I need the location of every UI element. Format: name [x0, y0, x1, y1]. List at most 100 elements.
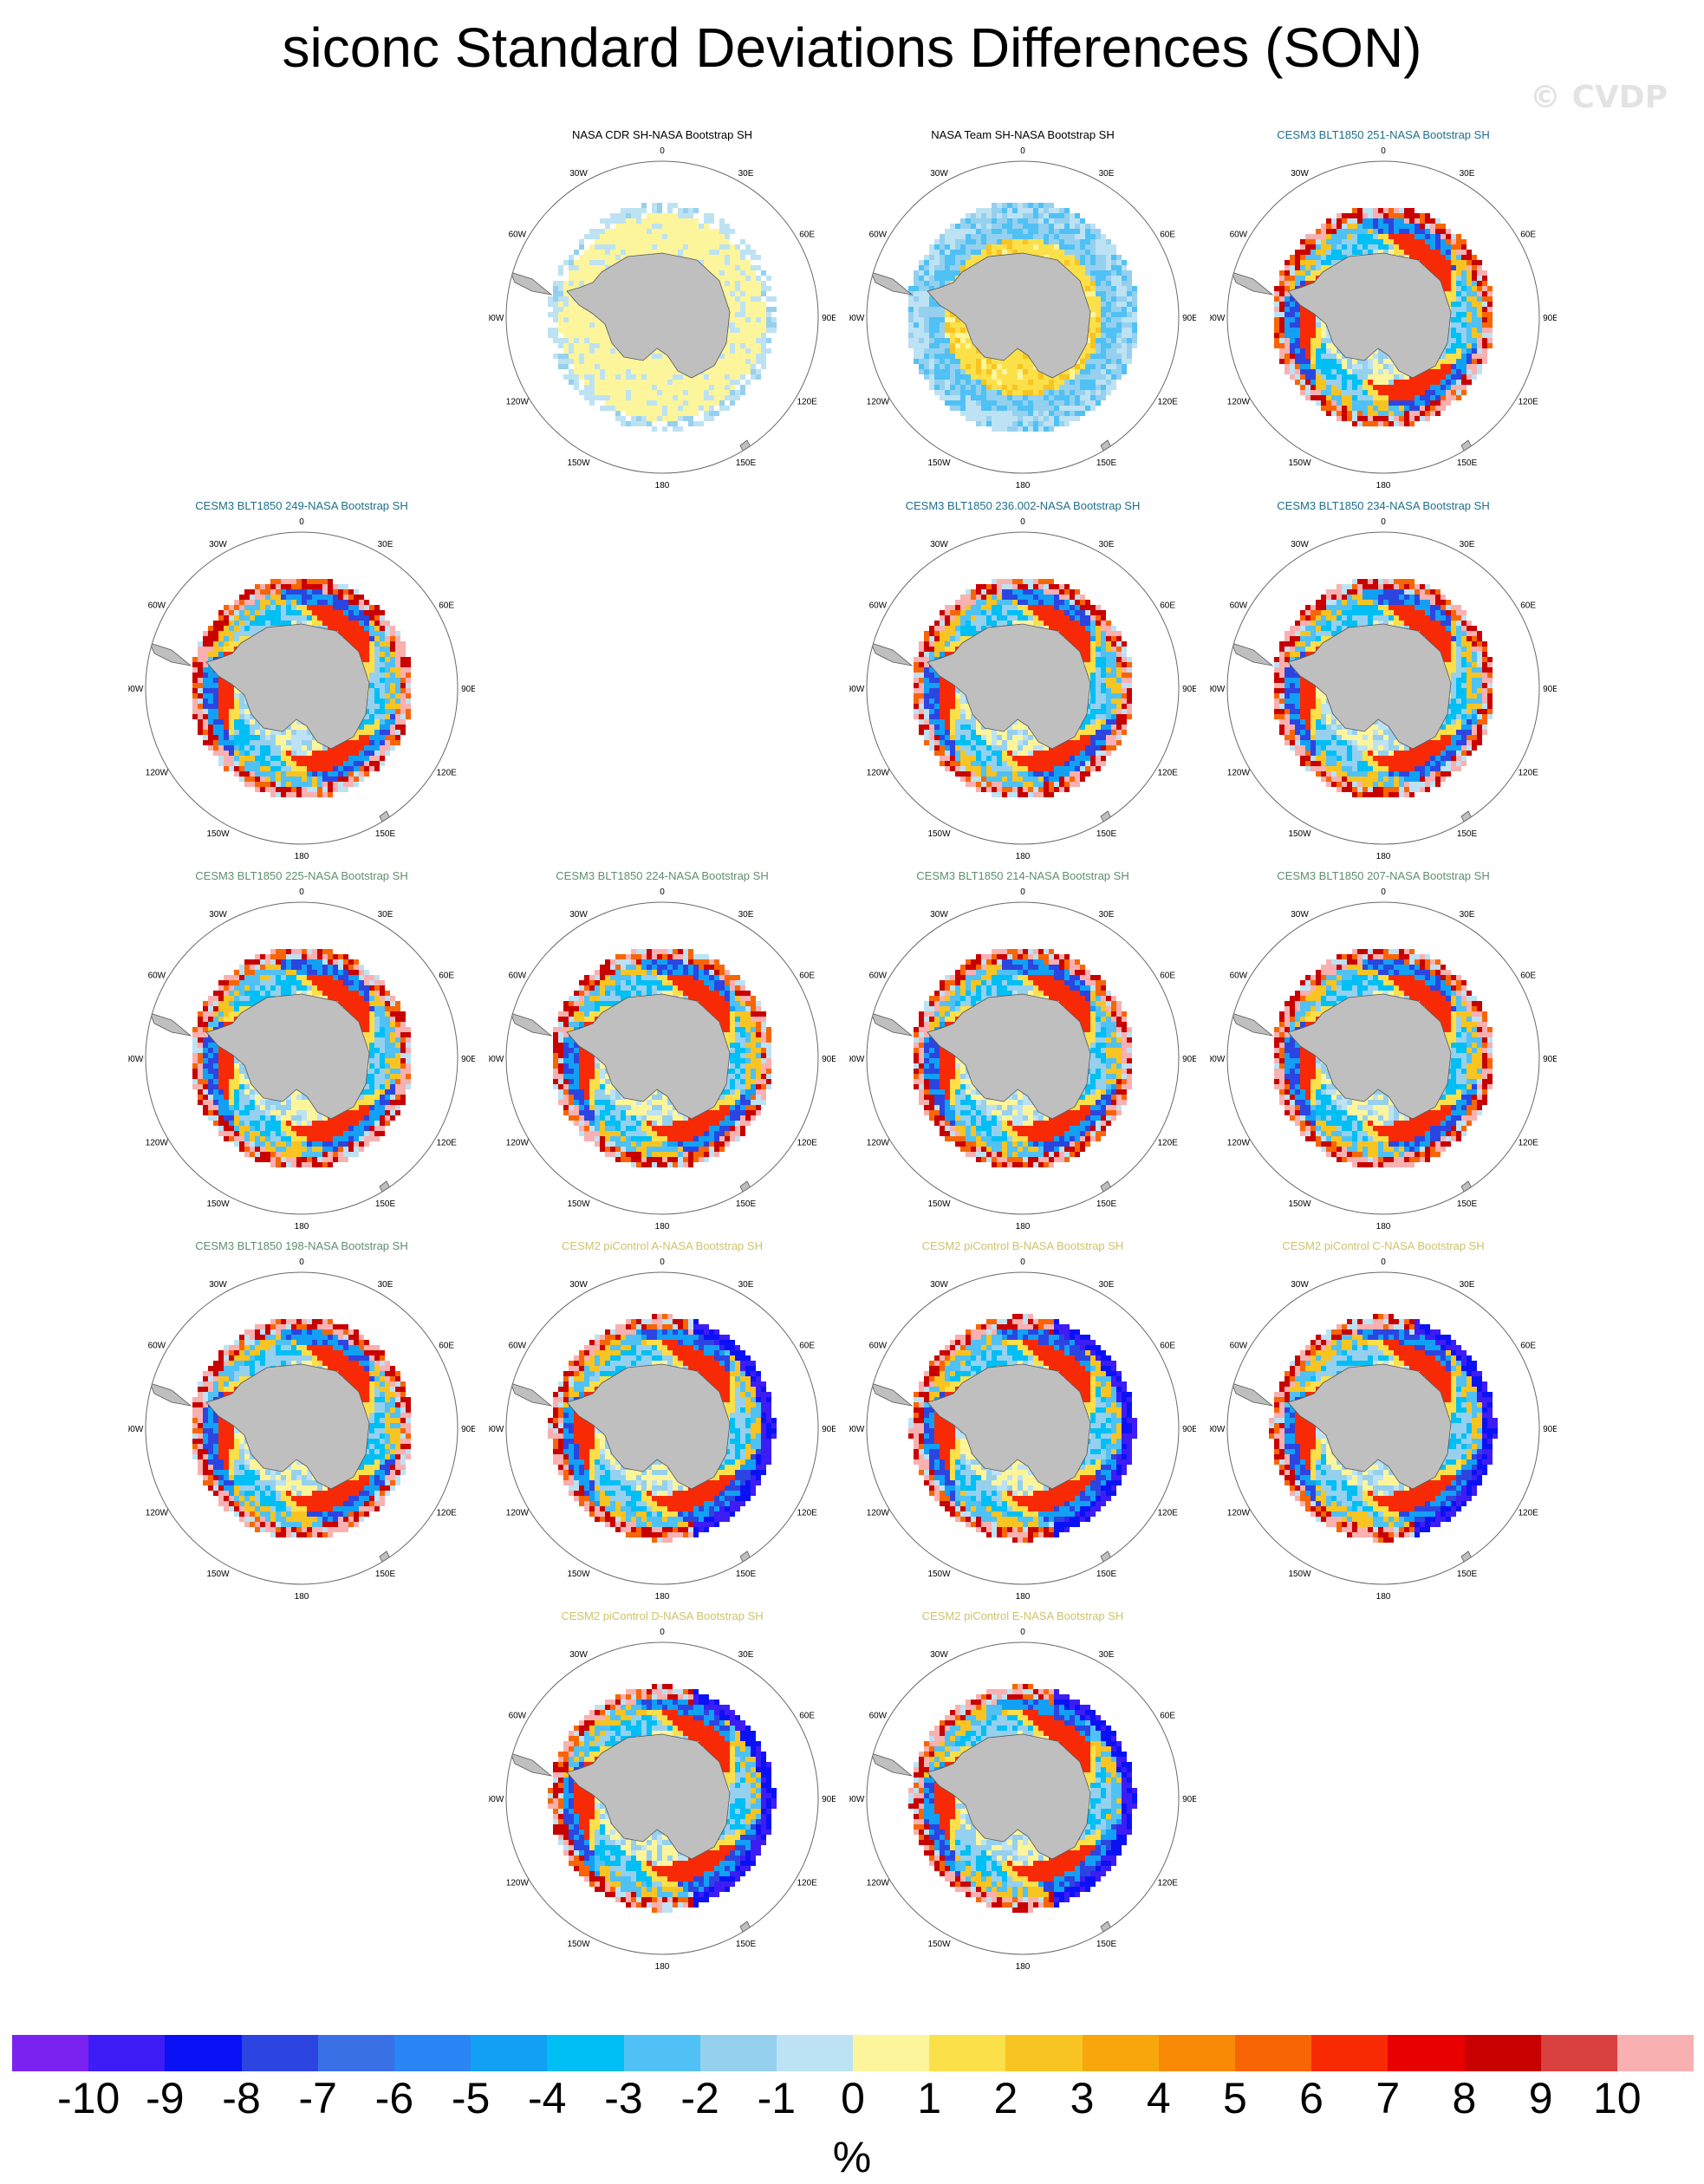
ice-cell [364, 647, 369, 652]
ice-cell [1090, 343, 1096, 348]
ice-cell [1070, 234, 1075, 239]
ice-cell [338, 615, 343, 621]
ice-cell [621, 218, 626, 224]
ice-cell [1430, 260, 1435, 265]
ice-cell [1070, 213, 1075, 218]
ice-cell [621, 406, 626, 411]
ice-cell [1049, 385, 1054, 390]
ice-cell [1279, 343, 1285, 348]
ice-cell [1321, 364, 1326, 369]
ice-cell [1451, 338, 1456, 343]
ice-cell [1472, 255, 1477, 260]
ice-cell [652, 380, 657, 385]
ice-cell [766, 296, 771, 302]
ice-cell [1409, 421, 1415, 426]
longitude-label: 120E [1157, 398, 1178, 407]
ice-cell [976, 400, 981, 406]
ice-cell [1116, 281, 1122, 286]
ice-cell [553, 296, 558, 302]
ice-cell [662, 354, 667, 359]
ice-cell [647, 250, 652, 255]
ice-cell [1409, 234, 1415, 239]
ice-cell [1420, 380, 1425, 385]
ice-cell [1446, 348, 1451, 354]
ice-cell [652, 208, 657, 213]
ice-cell [1300, 250, 1305, 255]
ice-cell [1352, 364, 1357, 369]
ice-cell [563, 374, 569, 380]
polar-stereographic-map: 030E60E90E120E150E180150W120W90W60W30W [849, 146, 1196, 491]
ice-cell [563, 302, 569, 307]
ice-cell [1368, 239, 1373, 244]
ice-cell [1274, 333, 1279, 338]
ice-cell [1064, 208, 1070, 213]
ice-cell [1290, 364, 1295, 369]
ice-cell [584, 265, 589, 270]
ice-cell [950, 343, 955, 348]
ice-cell [934, 255, 940, 260]
ice-cell [631, 224, 636, 229]
ice-cell [1096, 317, 1101, 322]
ice-cell [908, 317, 914, 322]
ice-cell [725, 255, 730, 260]
ice-cell [1122, 348, 1127, 354]
ice-cell [610, 369, 615, 374]
ice-cell [1331, 390, 1337, 395]
ice-cell [385, 631, 390, 636]
ice-cell [667, 400, 673, 406]
ice-cell [945, 265, 950, 270]
ice-cell [276, 605, 281, 610]
ice-cell [1456, 255, 1461, 260]
ice-cell [730, 369, 735, 374]
ice-cell [1300, 322, 1305, 328]
ice-cell [605, 229, 610, 234]
ice-cell [1096, 276, 1101, 281]
ice-cell [945, 348, 950, 354]
ice-cell [950, 390, 955, 395]
ice-cell [714, 385, 719, 390]
ice-cell [908, 338, 914, 343]
ice-cell [239, 595, 244, 600]
ice-cell [1007, 421, 1012, 426]
ice-cell [725, 374, 730, 380]
ice-cell [354, 621, 359, 626]
ice-cell [730, 333, 735, 338]
ice-cell [908, 343, 914, 348]
ice-cell [1446, 390, 1451, 395]
ice-cell [683, 244, 688, 250]
ice-cell [981, 364, 986, 369]
ice-cell [1477, 302, 1482, 307]
ice-cell [569, 255, 574, 260]
ice-cell [1451, 302, 1456, 307]
ice-cell [735, 359, 740, 364]
ice-cell [1347, 406, 1352, 411]
ice-cell [1285, 291, 1290, 296]
ice-cell [766, 307, 771, 312]
ice-cell [286, 605, 291, 610]
ice-cell [229, 647, 234, 652]
ice-cell [302, 584, 307, 589]
ice-cell [1467, 255, 1472, 260]
ice-cell [595, 348, 600, 354]
ice-cell [312, 589, 317, 595]
ice-cell [1477, 265, 1482, 270]
ice-cell [756, 348, 761, 354]
ice-cell [1378, 218, 1383, 224]
ice-cell [1080, 234, 1085, 239]
ice-cell [725, 395, 730, 400]
ice-cell [1106, 322, 1111, 328]
ice-cell [250, 626, 255, 631]
ice-cell [1383, 374, 1389, 380]
ice-cell [563, 364, 569, 369]
ice-cell [1018, 359, 1023, 364]
ice-cell [1404, 250, 1409, 255]
ice-cell [678, 390, 683, 395]
ice-cell [1044, 406, 1049, 411]
ice-cell [1012, 400, 1018, 406]
ice-cell [719, 395, 725, 400]
ice-cell [940, 390, 945, 395]
ice-cell [1461, 317, 1467, 322]
ice-cell [1363, 369, 1368, 374]
ice-cell [1059, 260, 1064, 265]
ice-cell [574, 322, 579, 328]
